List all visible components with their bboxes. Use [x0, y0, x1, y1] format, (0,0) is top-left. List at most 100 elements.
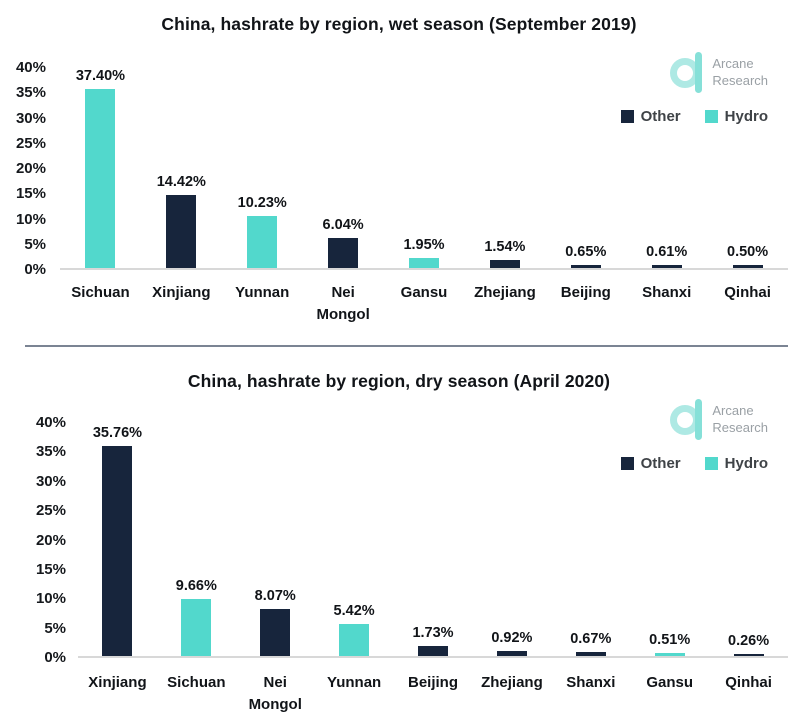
section-divider	[25, 345, 788, 347]
legend-label-other: Other	[640, 108, 681, 125]
bar-group-zhejiang: 0.92%	[472, 423, 551, 656]
x-axis-wet-season: Sichuan Xinjiang Yunnan Nei Mongol Gansu Zhej…	[60, 282, 788, 326]
bar-value-label: 0.65%	[565, 243, 607, 260]
y-axis-tick: 15%	[35, 560, 66, 578]
bar-value-label: 0.50%	[727, 244, 769, 261]
legend-item-hydro: Hydro	[704, 108, 768, 125]
bar-qinhai	[732, 265, 763, 268]
bar-group-xinjiang: 35.76%	[78, 423, 157, 656]
x-axis-dry-season: Xinjiang Sichuan Nei Mongol Yunnan Beijing Zh…	[78, 672, 788, 716]
x-axis-label-zhejiang: Zhejiang	[481, 674, 543, 691]
x-axis-label-sichuan: Sichuan	[167, 674, 226, 691]
bar-value-label: 0.92%	[491, 629, 533, 646]
bar-value-label: 1.95%	[403, 237, 445, 254]
y-axis-tick: 0%	[44, 649, 66, 666]
bar-group-nei-mongol: 6.04%	[303, 68, 384, 268]
y-axis-tick: 10%	[15, 210, 46, 228]
arcane-logo-icon	[670, 52, 703, 93]
arcane-logo-wordmark: Arcane Research	[712, 56, 768, 90]
bar-group-sichuan: 9.66%	[157, 423, 236, 656]
x-axis-label-gansu: Gansu	[400, 284, 448, 301]
legend-item-other: Other	[620, 108, 681, 125]
bar-gansu	[409, 258, 439, 268]
arcane-research-logo: Arcane Research	[670, 399, 768, 440]
arcane-logo-word-line1: Arcane	[712, 402, 754, 418]
bar-qinhai	[733, 654, 764, 656]
bar-value-label: 0.61%	[646, 243, 688, 260]
bar-group-shanxi: 0.67%	[551, 423, 630, 656]
bar-group-zhejiang: 1.54%	[464, 68, 545, 268]
bar-value-label: 6.04%	[322, 216, 364, 233]
y-axis-tick: 35%	[15, 84, 46, 102]
legend-item-hydro: Hydro	[704, 455, 768, 472]
plot-body-wet-season: 40% 35% 30% 25% 20% 15% 10% 5% 0% 37.40% 14.42% 10…	[14, 59, 788, 278]
bar-zhejiang	[496, 650, 527, 656]
bar-value-label: 1.54%	[484, 239, 526, 256]
chart-title-wet-season: China, hashrate by region, wet season (S…	[161, 14, 637, 34]
bar-value-label: 0.51%	[649, 632, 691, 649]
x-axis-label-qinhai: Qinhai	[724, 284, 771, 301]
y-axis-tick: 5%	[24, 235, 46, 253]
bar-shanxi	[651, 264, 682, 268]
bar-zhejiang	[489, 260, 520, 268]
bar-shanxi	[575, 652, 606, 656]
bar-beijing	[570, 264, 601, 268]
bar-sichuan	[181, 599, 212, 656]
bar-value-label: 37.40%	[75, 68, 126, 84]
arcane-logo-icon	[670, 399, 703, 440]
legend-swatch-hydro	[704, 110, 718, 123]
legend-dry-season: Other Hydro	[620, 455, 768, 472]
y-axis-tick: 25%	[35, 502, 66, 520]
legend-label-hydro: Hydro	[724, 108, 768, 125]
legend-label-other: Other	[640, 455, 681, 472]
arcane-logo-word-line1: Arcane	[712, 55, 754, 71]
bar-group-yunnan: 5.42%	[315, 423, 394, 656]
arcane-research-logo: Arcane Research	[670, 52, 768, 93]
bar-yunnan	[247, 216, 278, 268]
x-axis-label-zhejiang: Zhejiang	[474, 284, 536, 301]
bar-yunnan	[339, 624, 370, 656]
bar-group-gansu: 1.95%	[384, 68, 465, 268]
bar-value-label: 10.23%	[237, 195, 287, 212]
chart-title-dry-season: China, hashrate by region, dry season (A…	[187, 371, 611, 391]
legend-swatch-other	[620, 110, 634, 123]
chart-wet-season: China, hashrate by region, wet season (S…	[0, 0, 798, 347]
y-axis-tick: 35%	[35, 443, 66, 461]
bar-group-yunnan: 10.23%	[222, 68, 303, 268]
arcane-logo-stem	[695, 399, 703, 440]
bar-value-label: 0.67%	[570, 631, 612, 648]
bar-value-label: 5.42%	[333, 603, 375, 620]
legend-item-other: Other	[620, 455, 681, 472]
bar-group-gansu: 0.51%	[630, 423, 709, 656]
bar-value-label: 9.66%	[175, 578, 217, 595]
x-axis-label-gansu: Gansu	[646, 674, 694, 691]
y-axis-tick: 30%	[15, 109, 46, 127]
y-axis-tick: 5%	[44, 619, 66, 637]
legend-wet-season: Other Hydro	[620, 108, 768, 125]
legend-swatch-hydro	[704, 457, 718, 470]
bar-gansu	[654, 653, 685, 656]
bar-value-label: 1.73%	[412, 624, 454, 641]
x-axis-label-xinjiang: Xinjiang	[88, 674, 147, 691]
x-axis-label-nei-mongol: Nei Mongol	[316, 284, 370, 323]
y-axis-tick: 20%	[15, 160, 46, 177]
x-axis-label-sichuan: Sichuan	[71, 284, 130, 301]
arcane-logo-stem	[695, 52, 703, 93]
bar-nei-mongol	[328, 237, 359, 268]
bar-group-sichuan: 37.40%	[60, 68, 141, 268]
bar-value-label: 14.42%	[156, 174, 206, 191]
y-axis-tick: 40%	[35, 414, 66, 431]
bar-group-qinhai: 0.26%	[709, 423, 788, 656]
bar-group-nei-mongol: 8.07%	[236, 423, 315, 656]
y-axis-tick: 0%	[24, 261, 46, 278]
y-axis-tick: 10%	[35, 590, 66, 608]
legend-swatch-other	[620, 457, 634, 470]
plot-body-dry-season: 40% 35% 30% 25% 20% 15% 10% 5% 0% 35.76% 9.66% 8.0…	[14, 414, 788, 666]
bar-sichuan	[85, 89, 116, 268]
bar-xinjiang	[102, 445, 133, 656]
plot-area-dry-season: 35.76% 9.66% 8.07% 5.42% 1.73% 0.92% 0.67% 0.51…	[78, 423, 788, 658]
x-axis-label-qinhai: Qinhai	[725, 674, 772, 691]
x-axis-label-shanxi: Shanxi	[642, 284, 692, 301]
bar-value-label: 0.26%	[728, 633, 770, 650]
bar-group-qinhai: 0.50%	[707, 68, 788, 268]
